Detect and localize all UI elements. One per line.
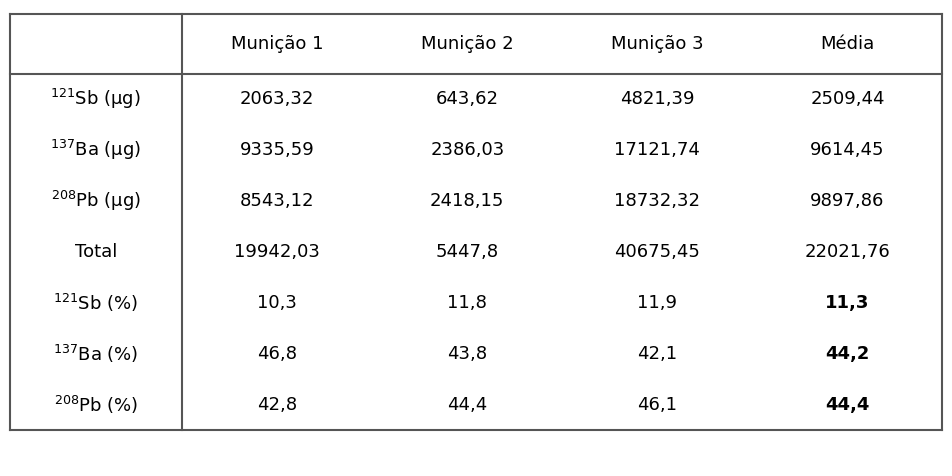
- Text: 9614,45: 9614,45: [810, 141, 884, 159]
- Text: 42,1: 42,1: [637, 345, 678, 363]
- Text: 9897,86: 9897,86: [810, 192, 884, 210]
- Text: $^{137}$Ba (%): $^{137}$Ba (%): [53, 343, 139, 365]
- Text: 11,3: 11,3: [825, 294, 869, 312]
- Text: 42,8: 42,8: [257, 396, 297, 414]
- Text: Total: Total: [74, 243, 117, 261]
- Text: 44,2: 44,2: [825, 345, 869, 363]
- Text: 46,1: 46,1: [637, 396, 677, 414]
- Text: 22021,76: 22021,76: [804, 243, 890, 261]
- Text: 11,8: 11,8: [447, 294, 487, 312]
- Text: 17121,74: 17121,74: [614, 141, 701, 159]
- Text: Munição 3: Munição 3: [611, 35, 704, 53]
- Text: $^{121}$Sb (%): $^{121}$Sb (%): [53, 292, 138, 314]
- Text: 44,4: 44,4: [447, 396, 487, 414]
- Text: 19942,03: 19942,03: [234, 243, 320, 261]
- Text: 18732,32: 18732,32: [614, 192, 701, 210]
- Text: 2418,15: 2418,15: [430, 192, 505, 210]
- Text: 46,8: 46,8: [257, 345, 297, 363]
- Text: 43,8: 43,8: [447, 345, 487, 363]
- Text: Média: Média: [821, 35, 875, 53]
- Text: 10,3: 10,3: [257, 294, 297, 312]
- Text: $^{137}$Ba (μg): $^{137}$Ba (μg): [50, 138, 142, 162]
- Text: 44,4: 44,4: [825, 396, 869, 414]
- Text: $^{121}$Sb (μg): $^{121}$Sb (μg): [50, 87, 141, 111]
- Text: 2063,32: 2063,32: [240, 90, 314, 108]
- Text: 2386,03: 2386,03: [430, 141, 505, 159]
- Text: 11,9: 11,9: [637, 294, 677, 312]
- Text: 8543,12: 8543,12: [240, 192, 314, 210]
- Text: Munição 2: Munição 2: [421, 35, 513, 53]
- Text: 4821,39: 4821,39: [620, 90, 695, 108]
- Text: $^{208}$Pb (μg): $^{208}$Pb (μg): [50, 189, 141, 213]
- Text: 40675,45: 40675,45: [614, 243, 701, 261]
- Text: $^{208}$Pb (%): $^{208}$Pb (%): [53, 394, 138, 416]
- Text: 643,62: 643,62: [436, 90, 499, 108]
- Text: 5447,8: 5447,8: [436, 243, 499, 261]
- Text: Munição 1: Munição 1: [231, 35, 324, 53]
- Text: 9335,59: 9335,59: [240, 141, 314, 159]
- Text: 2509,44: 2509,44: [810, 90, 884, 108]
